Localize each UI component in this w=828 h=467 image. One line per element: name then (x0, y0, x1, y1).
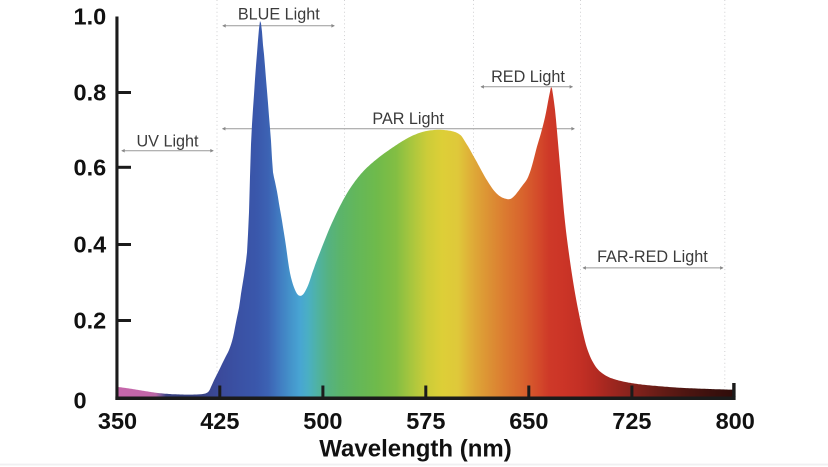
svg-text:0.4: 0.4 (74, 232, 107, 258)
svg-text:725: 725 (612, 408, 651, 434)
svg-text:0.2: 0.2 (74, 308, 107, 334)
svg-text:PAR Light: PAR Light (372, 110, 444, 128)
svg-text:575: 575 (406, 408, 445, 434)
svg-text:0.8: 0.8 (74, 80, 107, 106)
svg-text:350: 350 (98, 408, 137, 434)
svg-text:BLUE Light: BLUE Light (238, 6, 320, 24)
svg-text:FAR-RED Light: FAR-RED Light (597, 248, 708, 266)
svg-text:500: 500 (303, 408, 342, 434)
svg-text:RED Light: RED Light (491, 68, 565, 86)
svg-text:0: 0 (74, 387, 87, 413)
svg-text:0.6: 0.6 (74, 154, 107, 180)
svg-text:650: 650 (509, 408, 548, 434)
svg-text:UV Light: UV Light (136, 132, 199, 150)
svg-text:Wavelength (nm): Wavelength (nm) (319, 436, 511, 463)
svg-text:1.0: 1.0 (74, 4, 107, 30)
svg-text:800: 800 (716, 408, 755, 434)
svg-text:425: 425 (200, 408, 239, 434)
